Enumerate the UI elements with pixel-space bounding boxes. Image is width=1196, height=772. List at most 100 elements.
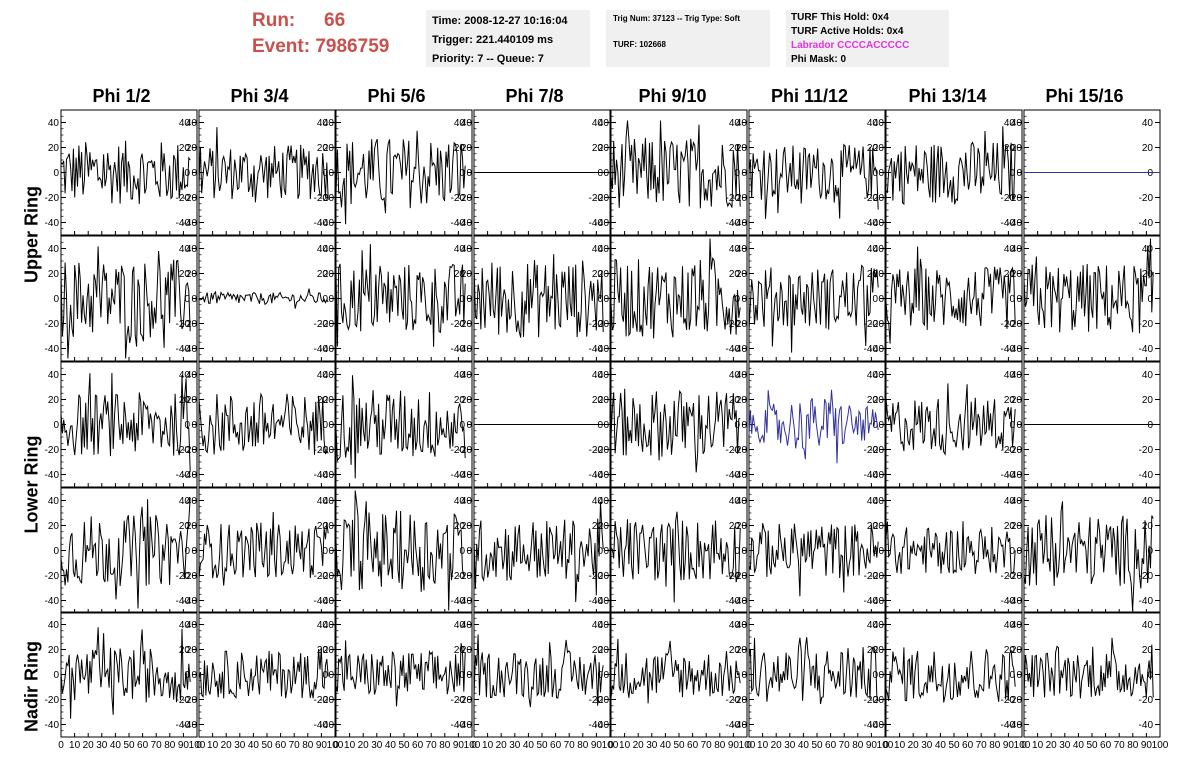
y-tick-label: -40 <box>176 596 191 607</box>
y-tick-label: 40 <box>1004 620 1016 631</box>
priority-text: Priority: 7 -- Queue: 7 <box>432 53 544 65</box>
waveform-trace <box>60 497 191 609</box>
x-tick-label: 60 <box>962 740 974 751</box>
x-tick-label: 60 <box>275 740 287 751</box>
y-tick-label: 0 <box>466 168 472 179</box>
y-tick-label: 40 <box>454 496 466 507</box>
y-tick-label: -20 <box>320 445 335 456</box>
y-tick-label: 0 <box>184 168 190 179</box>
y-tick-label: 40 <box>461 244 473 255</box>
x-tick-label: 90 <box>866 740 878 751</box>
y-tick-label: 40 <box>867 370 879 381</box>
x-tick-label: 40 <box>1073 740 1085 751</box>
x-tick-label: 20 <box>358 740 370 751</box>
y-tick-label: -40 <box>595 344 610 355</box>
y-tick-label: -40 <box>864 470 879 481</box>
y-tick-label: 20 <box>1004 395 1016 406</box>
y-tick-label: -20 <box>1139 319 1154 330</box>
y-tick-label: -20 <box>451 445 466 456</box>
y-tick-label: 20 <box>1011 269 1023 280</box>
y-tick-label: -20 <box>595 319 610 330</box>
y-tick-label: 20 <box>1011 521 1023 532</box>
y-tick-label: -40 <box>1139 596 1154 607</box>
y-tick-label: -40 <box>458 218 473 229</box>
y-tick-label: -20 <box>176 193 191 204</box>
y-tick-label: 40 <box>736 496 748 507</box>
y-tick-label: 40 <box>736 244 748 255</box>
y-tick-label: 40 <box>461 370 473 381</box>
y-tick-label: 0 <box>872 294 878 305</box>
y-tick-label: 20 <box>186 143 198 154</box>
waveform-trace <box>748 389 879 464</box>
x-tick-label: 10 <box>619 740 631 751</box>
y-tick-label: 40 <box>736 370 748 381</box>
x-tick-label: 0 <box>1021 740 1027 751</box>
y-tick-label: 20 <box>729 395 741 406</box>
y-tick-label: 0 <box>53 294 59 305</box>
y-tick-label: 40 <box>461 620 473 631</box>
y-tick-label: -20 <box>726 319 741 330</box>
y-tick-label: -40 <box>314 218 329 229</box>
y-tick-label: -40 <box>45 344 60 355</box>
y-tick-label: -40 <box>1139 218 1154 229</box>
y-tick-label: -40 <box>726 344 741 355</box>
y-tick-label: -40 <box>458 720 473 731</box>
waveform-trace <box>473 634 604 708</box>
y-tick-label: -20 <box>320 319 335 330</box>
column-header-phi-7-8: Phi 7/8 <box>505 86 564 106</box>
y-tick-label: -40 <box>45 470 60 481</box>
x-tick-label: 10 <box>894 740 906 751</box>
labrador-text: Labrador CCCCACCCCC <box>791 40 910 51</box>
y-tick-label: 0 <box>328 546 334 557</box>
y-tick-label: 20 <box>186 645 198 656</box>
y-tick-label: 0 <box>597 670 603 681</box>
y-tick-label: -20 <box>183 193 198 204</box>
y-tick-label: -20 <box>183 319 198 330</box>
y-tick-label: -40 <box>451 344 466 355</box>
y-tick-label: -40 <box>733 720 748 731</box>
y-tick-label: 20 <box>1142 521 1154 532</box>
y-tick-label: 40 <box>867 496 879 507</box>
y-tick-label: 20 <box>729 269 741 280</box>
y-tick-label: 0 <box>603 294 609 305</box>
y-tick-label: -40 <box>320 470 335 481</box>
trigger-text: Trigger: 221.440109 ms <box>432 34 554 46</box>
waveform-trace <box>748 143 879 219</box>
y-tick-label: 0 <box>466 670 472 681</box>
column-header-phi-1-2: Phi 1/2 <box>92 86 151 106</box>
y-tick-label: 40 <box>867 118 879 129</box>
column-header-phi-9-10: Phi 9/10 <box>638 86 707 106</box>
y-tick-label: -40 <box>314 596 329 607</box>
y-tick-label: -40 <box>870 218 885 229</box>
waveform-trace <box>885 126 1016 206</box>
y-tick-label: 20 <box>1011 395 1023 406</box>
x-tick-label: 30 <box>509 740 521 751</box>
x-tick-label: 80 <box>577 740 589 751</box>
y-tick-label: -20 <box>1001 695 1016 706</box>
x-tick-label: 100 <box>327 740 344 751</box>
x-tick-label: 90 <box>728 740 740 751</box>
x-tick-label: 70 <box>151 740 163 751</box>
y-tick-label: 40 <box>729 118 741 129</box>
y-tick-label: 40 <box>48 118 60 129</box>
y-tick-label: 0 <box>184 670 190 681</box>
y-tick-label: -20 <box>176 695 191 706</box>
y-tick-label: 40 <box>454 620 466 631</box>
y-tick-label: 40 <box>186 496 198 507</box>
y-tick-label: -40 <box>320 596 335 607</box>
y-tick-label: 40 <box>873 620 885 631</box>
x-tick-label: 50 <box>1086 740 1098 751</box>
y-tick-label: 0 <box>184 294 190 305</box>
waveform-trace <box>610 120 741 209</box>
y-tick-label: 20 <box>461 269 473 280</box>
y-tick-label: -40 <box>870 596 885 607</box>
x-tick-label: 30 <box>784 740 796 751</box>
y-tick-label: -20 <box>864 193 879 204</box>
y-tick-label: -20 <box>726 571 741 582</box>
x-tick-label: 0 <box>471 740 477 751</box>
x-tick-label: 0 <box>333 740 339 751</box>
y-tick-label: 40 <box>729 620 741 631</box>
y-tick-label: 20 <box>48 143 60 154</box>
y-tick-label: 0 <box>191 168 197 179</box>
x-tick-label: 80 <box>164 740 176 751</box>
